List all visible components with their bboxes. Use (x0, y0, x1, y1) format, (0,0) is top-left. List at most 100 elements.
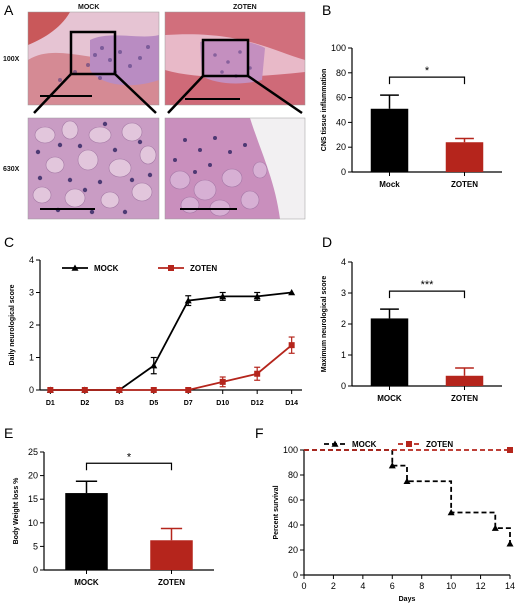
chart-c-x-tick-label: D12 (251, 400, 264, 407)
chart-f-legend-marker (406, 441, 412, 447)
histology-mock-100x (28, 12, 159, 105)
chart-c-point (219, 292, 227, 300)
histo-col-label-mock: MOCK (78, 4, 100, 11)
chart-f-y-tick-label: 20 (288, 545, 298, 555)
chart-b-bar (370, 108, 409, 172)
chart-c-y-axis-label: Daily neurological score (9, 284, 16, 365)
chart-d-x-tick-label: MOCK (377, 394, 402, 403)
chart-b-y-tick-label: 100 (331, 43, 346, 53)
chart-c-legend-label: MOCK (94, 264, 119, 273)
chart-f-point (491, 524, 499, 531)
chart-e-y-axis-label: Body Weight loss % (13, 477, 20, 545)
chart-e-y-tick-label: 20 (28, 471, 38, 481)
chart-c-legend-marker (71, 264, 79, 271)
chart-c-y-tick-label: 3 (29, 288, 34, 298)
chart-b-y-tick-label: 40 (336, 117, 346, 127)
chart-d-significance-bracket (388, 290, 466, 299)
chart-b-inflammation: 0 20 40 60 80 100 CNS tissue inflammation Mock Z… (321, 43, 502, 189)
chart-f-survival: 0 20 40 60 80 100 Percent survival 0 2 4 6 8 10 12 14 D… (273, 440, 515, 603)
chart-f-point (507, 447, 513, 453)
chart-c-series-line-zoten (50, 344, 293, 391)
chart-f-x-tick-label: 0 (301, 581, 306, 591)
chart-f-point (506, 540, 514, 547)
chart-f-x-tick-label: 4 (360, 581, 365, 591)
chart-f-y-tick-label: 100 (283, 445, 298, 455)
chart-c-point (253, 292, 261, 300)
chart-c-x-tick-label: D10 (216, 400, 229, 407)
chart-d-x-tick-label: ZOTEN (451, 394, 478, 403)
chart-c-x-tick-label: D2 (80, 400, 89, 407)
chart-c-point (288, 342, 295, 349)
histology-zoten-100x (165, 12, 305, 105)
chart-c-point (288, 289, 296, 296)
chart-c-legend-label: ZOTEN (190, 264, 217, 273)
chart-e-weight-loss: 0 5 10 15 20 25 Body Weight loss % MOCK ZOTEN * (13, 447, 214, 587)
chart-e-significance-label: * (127, 451, 132, 463)
chart-f-x-tick-label: 12 (476, 581, 486, 591)
chart-c-x-tick-label: D14 (285, 400, 298, 407)
chart-f-y-tick-label: 0 (293, 570, 298, 580)
chart-c-daily-score: 0 1 2 3 4 Daily neurological score D1 D2 D3 D5 D7 D… (9, 255, 302, 407)
histo-row-label-630x: 630X (3, 166, 20, 173)
chart-b-y-tick-label: 0 (341, 167, 346, 177)
chart-e-y-tick-label: 10 (28, 518, 38, 528)
chart-e-x-tick-label: MOCK (74, 578, 99, 587)
chart-c-point (185, 387, 192, 393)
chart-b-y-axis-label: CNS tissue inflammation (321, 69, 328, 151)
chart-f-point (447, 509, 455, 516)
chart-b-x-tick-label: Mock (379, 180, 400, 189)
panel-f-letter: F (255, 425, 264, 441)
chart-e-significance-bracket (85, 462, 173, 471)
chart-e-y-tick-label: 0 (33, 565, 38, 575)
panel-c-letter: C (4, 234, 15, 250)
chart-d-significance-label: *** (421, 279, 435, 291)
panel-d-letter: D (322, 234, 333, 250)
chart-c-legend-marker (168, 265, 174, 271)
panel-e-letter: E (4, 425, 14, 441)
chart-c-point (47, 387, 54, 393)
chart-c-x-tick-label: D7 (184, 400, 193, 407)
chart-b-y-tick-label: 80 (336, 68, 346, 78)
chart-b-significance-bracket (388, 76, 466, 85)
chart-d-bar (445, 375, 484, 386)
chart-c-point (219, 378, 226, 385)
chart-c-point (184, 297, 192, 304)
chart-e-bar (65, 493, 108, 570)
chart-f-x-tick-label: 6 (390, 581, 395, 591)
chart-b-y-tick-label: 60 (336, 93, 346, 103)
chart-f-legend-label: ZOTEN (426, 440, 453, 449)
chart-c-point (150, 362, 158, 369)
chart-d-y-tick-label: 2 (341, 319, 346, 329)
chart-f-y-tick-label: 40 (288, 520, 298, 530)
chart-c-x-tick-label: D3 (115, 400, 124, 407)
chart-f-x-tick-label: 2 (331, 581, 336, 591)
chart-c-point (81, 387, 88, 393)
chart-b-significance-label: * (425, 65, 430, 77)
panel-b-letter: B (322, 2, 332, 18)
chart-c-y-tick-label: 1 (29, 353, 34, 363)
chart-e-y-tick-label: 15 (28, 494, 38, 504)
chart-e-y-tick-label: 25 (28, 447, 38, 457)
chart-b-bar (445, 142, 484, 172)
histology-mock-630x (28, 118, 159, 219)
chart-e-x-tick-label: ZOTEN (158, 578, 185, 587)
chart-f-x-tick-label: 10 (446, 581, 456, 591)
chart-d-y-axis-label: Maximum neurological score (321, 276, 328, 373)
histo-row-label-100x: 100X (3, 56, 20, 63)
chart-c-x-tick-label: D1 (46, 400, 55, 407)
chart-e-y-tick-label: 5 (33, 541, 38, 551)
chart-c-x-tick-label: D5 (149, 400, 158, 407)
chart-c-point (116, 387, 123, 393)
chart-f-point (388, 462, 396, 469)
chart-d-y-tick-label: 1 (341, 350, 346, 360)
chart-c-point (254, 370, 261, 377)
chart-d-max-score: 0 1 2 3 4 Maximum neurological score MOCK ZOTEN… (321, 257, 502, 403)
chart-f-y-tick-label: 80 (288, 470, 298, 480)
chart-d-bar (370, 318, 409, 386)
chart-d-y-tick-label: 3 (341, 288, 346, 298)
chart-f-y-tick-label: 60 (288, 495, 298, 505)
panel-a-letter: A (4, 2, 14, 18)
histo-col-label-zoten: ZOTEN (233, 4, 257, 11)
chart-d-y-tick-label: 0 (341, 381, 346, 391)
